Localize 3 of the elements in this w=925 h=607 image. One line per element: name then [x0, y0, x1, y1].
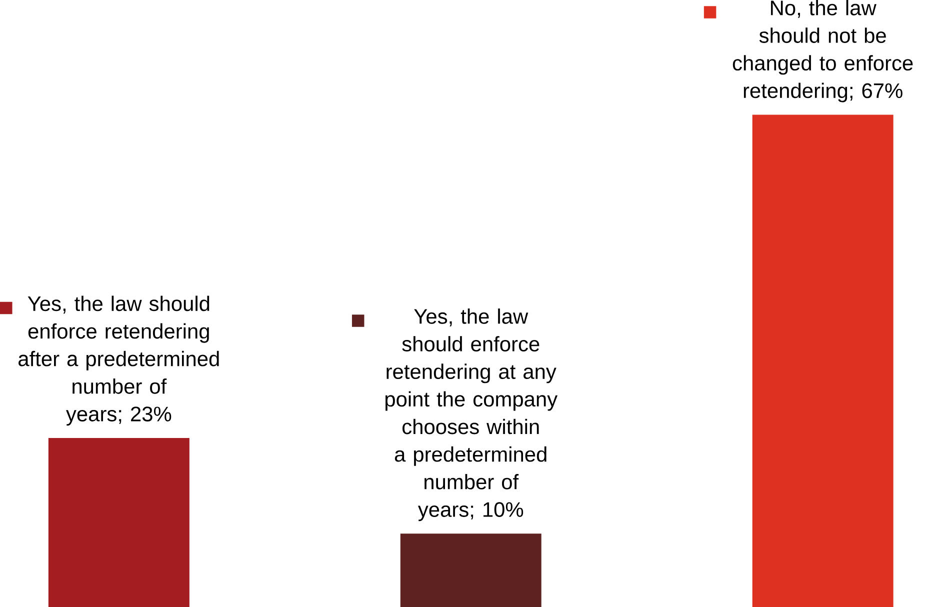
- data-label: No, the law should not be changed to enforce retendering; 67%: [732, 0, 913, 102]
- data-label: Yes, the law should enforce retendering after a predetermined number of years; 23%: [18, 296, 219, 426]
- data-label: Yes, the law should enforce retendering at any point the company chooses within a predetermined number of years; 10%: [386, 308, 558, 522]
